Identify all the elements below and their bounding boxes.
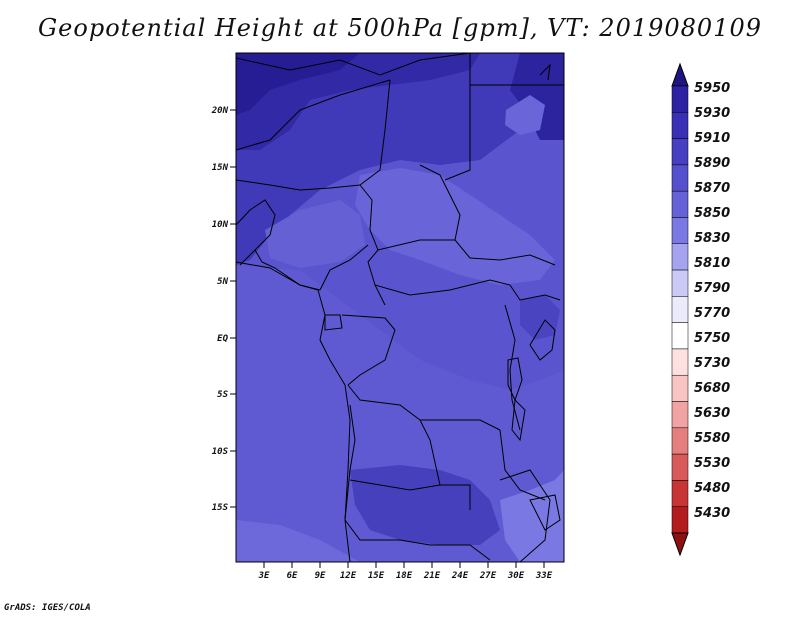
colorbar-label: 5750: [694, 331, 730, 346]
height-field: [236, 53, 564, 562]
lon-label: 21E: [423, 571, 441, 581]
colorbar-label: 5870: [694, 181, 730, 196]
field-5850-southwest: [236, 520, 360, 562]
colorbar-box: [671, 348, 689, 376]
field-5880-lakes: [520, 295, 560, 340]
country-borders: [236, 53, 564, 562]
lon-label: 6E: [287, 571, 298, 581]
colorbar-box: [671, 138, 689, 166]
colorbar-label: 5950: [694, 81, 730, 96]
colorbar-label: 5480: [694, 481, 730, 496]
colorbar-boxes: [671, 85, 689, 534]
lon-label: 27E: [479, 571, 497, 581]
colorbar-box: [671, 374, 689, 402]
colorbar-label: 5930: [694, 106, 730, 121]
lat-label: EQ: [217, 334, 228, 344]
field-5930-northwest: [236, 53, 360, 115]
colorbar-label: 5810: [694, 256, 730, 271]
colorbar-label: 5770: [694, 306, 730, 321]
lon-axis: 3E 6E 9E 12E 15E 18E 21E 24E 27E 30E 33E: [258, 562, 553, 581]
colorbar-box: [671, 506, 689, 534]
colorbar-box: [671, 296, 689, 323]
colorbar-label: 5830: [694, 231, 730, 246]
colorbar-label: 5530: [694, 456, 730, 471]
colorbar-box: [671, 453, 689, 481]
field-5850-central: [355, 168, 555, 285]
lon-label: 24E: [451, 571, 469, 581]
lon-label: 3E: [258, 571, 270, 581]
field-5870-patch-ne: [505, 95, 545, 135]
lat-label: 5N: [217, 277, 228, 287]
colorbar-label: 5580: [694, 431, 730, 446]
lon-label: 33E: [535, 571, 553, 581]
colorbar-label: 5890: [694, 156, 730, 171]
colorbar-box: [671, 269, 689, 297]
colorbar-box: [671, 164, 689, 192]
map-frame: [235, 52, 565, 563]
lat-axis: 20N 15N 10N 5N EQ 5S 10S 15S: [211, 106, 236, 513]
lat-label: 20N: [211, 106, 229, 116]
colorbar-box: [671, 190, 689, 218]
colorbar-box: [671, 243, 689, 271]
map-title: Geopotential Height at 500hPa [gpm], VT:…: [38, 14, 762, 42]
colorbar-label: 5430: [694, 506, 730, 521]
colorbar-box: [671, 322, 689, 350]
grads-credit: GrADS: IGES/COLA: [4, 603, 91, 613]
colorbar-label: 5680: [694, 381, 730, 396]
lat-label: 15N: [212, 163, 229, 173]
lat-label: 10S: [212, 447, 229, 457]
colorbar-label: 5790: [694, 281, 730, 296]
colorbar-box: [671, 480, 689, 507]
colorbar-bottom-arrow: [671, 532, 689, 557]
colorbar-box: [671, 401, 689, 429]
field-5850-west: [265, 200, 365, 268]
lon-label: 30E: [507, 571, 525, 581]
field-5890-north: [236, 53, 564, 265]
field-5910-northeast: [510, 53, 564, 140]
lon-label: 12E: [340, 571, 357, 581]
colorbar-top-arrow: [671, 62, 689, 87]
lat-label: 15S: [212, 503, 229, 513]
field-5860-south: [236, 265, 564, 562]
colorbar-label: 5850: [694, 206, 730, 221]
colorbar-box: [671, 427, 689, 455]
colorbar-box: [671, 112, 689, 139]
lon-label: 15E: [368, 571, 385, 581]
colorbar-box: [671, 217, 689, 245]
field-5830-southeast: [500, 470, 564, 562]
colorbar-box: [671, 85, 689, 113]
colorbar-label: 5630: [694, 406, 730, 421]
lon-label: 18E: [396, 571, 413, 581]
lat-label: 10N: [212, 220, 229, 230]
colorbar: 5950 5930 5910 5890 5870 5850 5830 5810 …: [671, 62, 730, 557]
lon-label: 9E: [315, 571, 326, 581]
colorbar-label: 5910: [694, 131, 730, 146]
colorbar-label: 5730: [694, 356, 730, 371]
lat-label: 5S: [217, 390, 228, 400]
